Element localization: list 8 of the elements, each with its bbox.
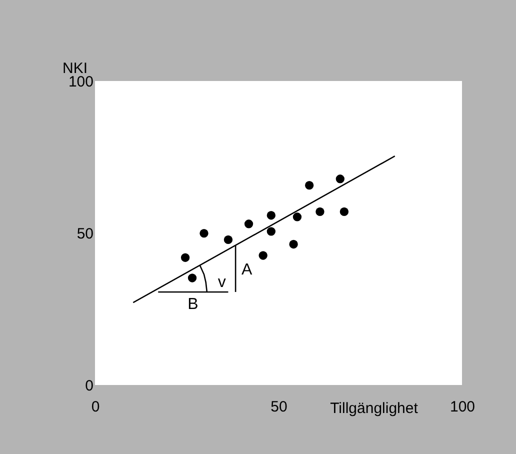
y-tick-label: 0: [85, 378, 94, 394]
x-tick-label: 50: [270, 398, 288, 416]
x-axis-title: Tillgänglighet: [330, 400, 419, 417]
y-tick-label: 50: [76, 226, 94, 242]
x-tick-label: 100: [450, 398, 476, 416]
annotation: A: [242, 261, 253, 278]
annotation: B: [188, 296, 198, 313]
annotation: v: [218, 274, 226, 292]
